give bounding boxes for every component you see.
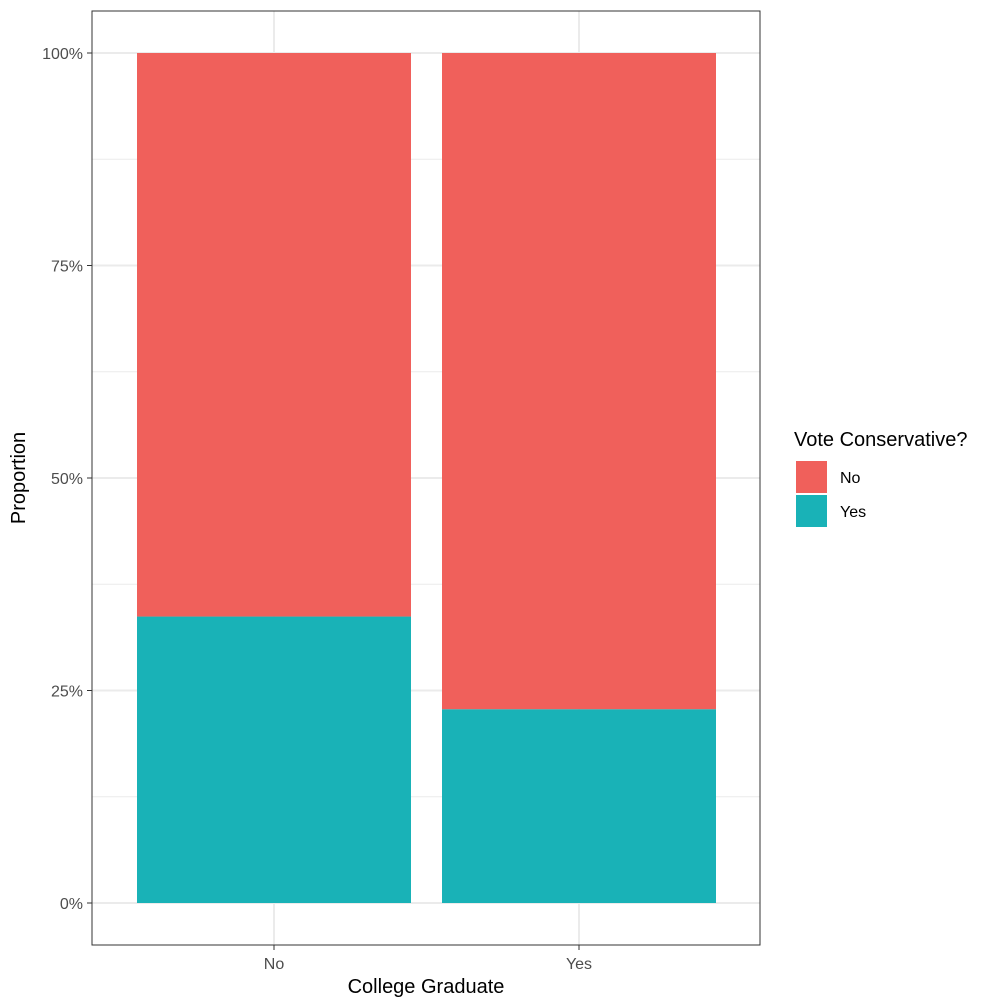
x-axis: No Yes	[264, 945, 592, 973]
x-axis-title: College Graduate	[348, 976, 505, 998]
legend-key-yes	[796, 495, 827, 527]
bar-yes-no	[442, 53, 716, 710]
y-tick-label: 25%	[51, 684, 83, 701]
y-tick-label: 100%	[42, 46, 83, 63]
legend-key-no	[796, 461, 827, 493]
x-tick-label: Yes	[566, 956, 592, 973]
y-axis: 0% 25% 50% 75% 100%	[42, 46, 92, 913]
y-tick-label: 75%	[51, 259, 83, 276]
bars	[137, 53, 716, 903]
legend-title: Vote Conservative?	[794, 429, 967, 451]
bar-yes-yes	[442, 709, 716, 903]
legend: Vote Conservative? No Yes	[794, 429, 967, 527]
bar-no-yes	[137, 616, 411, 903]
legend-label-no: No	[840, 470, 861, 487]
y-tick-label: 0%	[60, 896, 83, 913]
legend-label-yes: Yes	[840, 504, 866, 521]
bar-no-no	[137, 53, 411, 617]
y-tick-label: 50%	[51, 471, 83, 488]
x-tick-label: No	[264, 956, 285, 973]
y-axis-title: Proportion	[8, 432, 30, 524]
